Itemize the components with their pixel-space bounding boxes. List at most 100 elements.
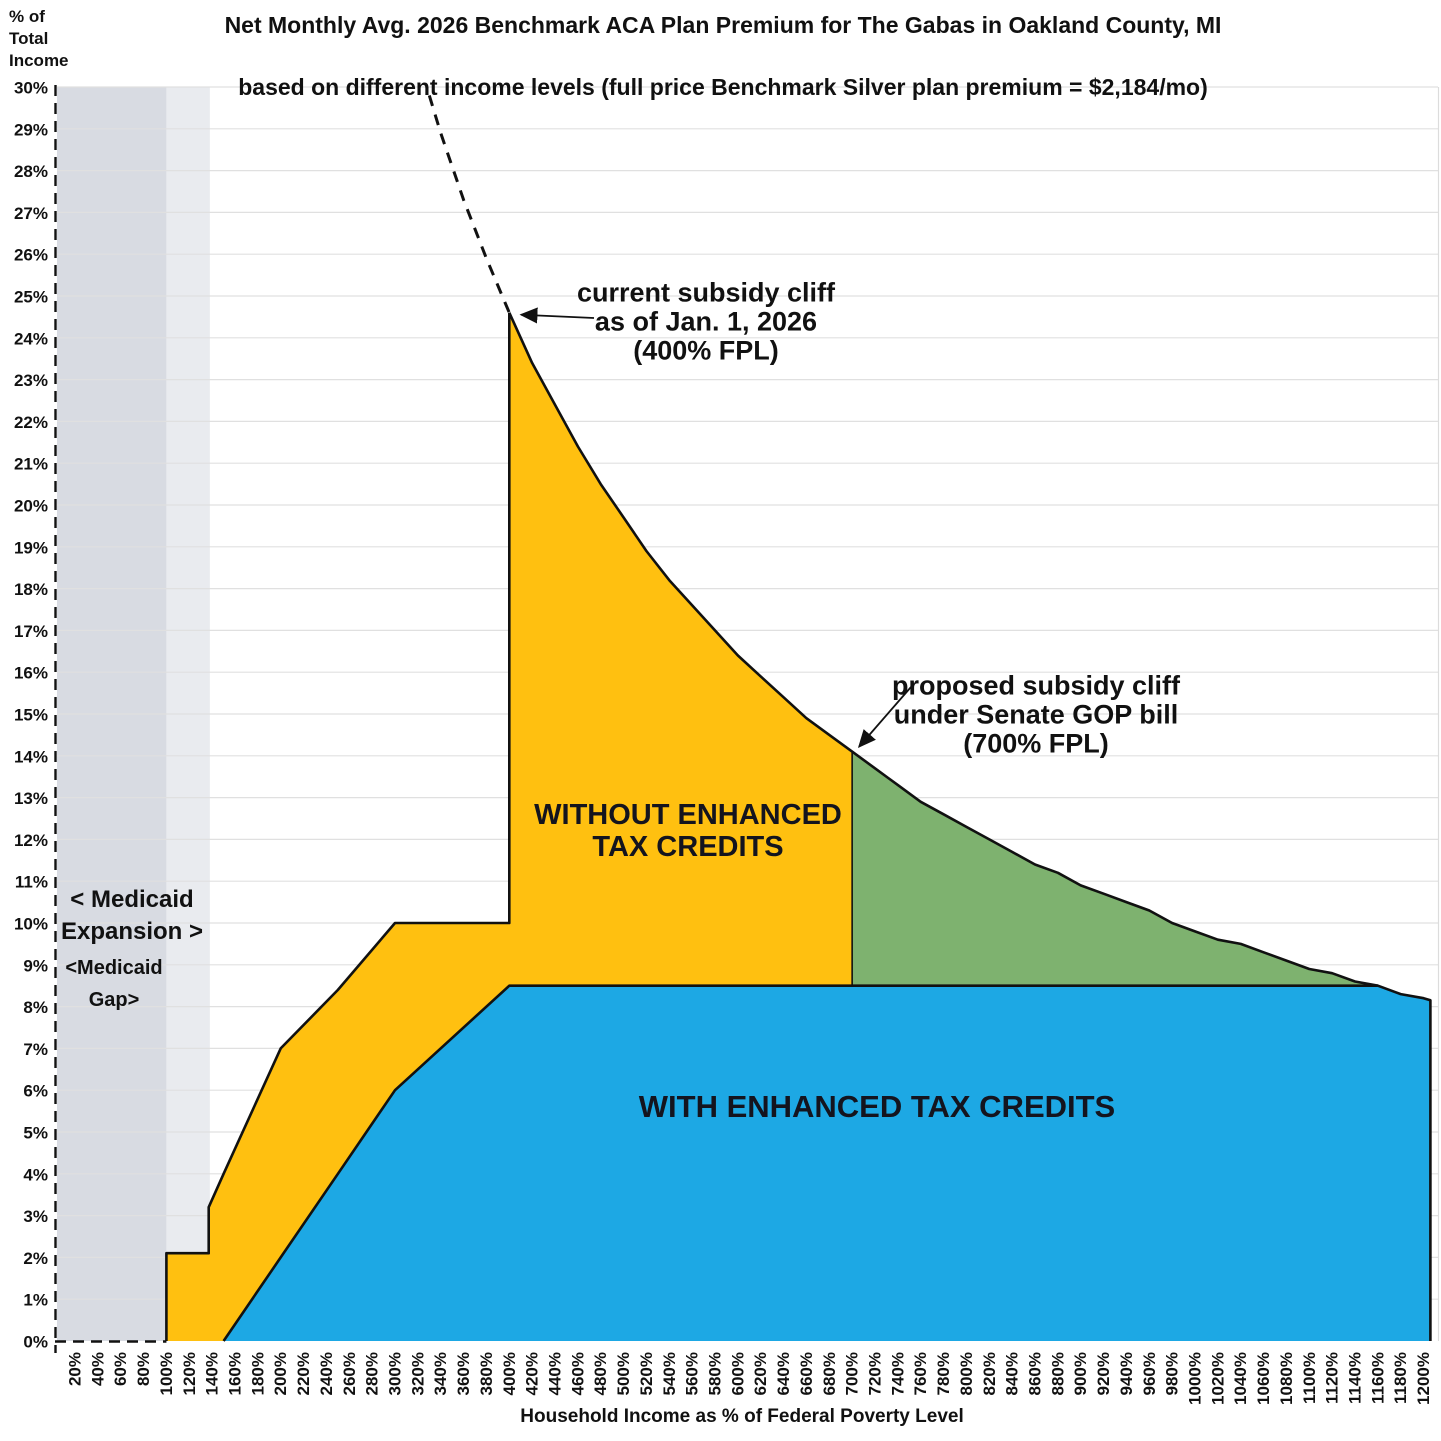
y-tick-label: 6% (23, 1082, 48, 1101)
full-price-curve-line (508, 312, 1432, 1341)
chart-title-line2: based on different income levels (full p… (238, 74, 1208, 100)
region-without-enhanced-credits (166, 312, 853, 1342)
y-tick-label: 22% (14, 413, 48, 432)
without-credits-boundary-line (165, 312, 511, 1341)
region-label-with-enhanced-credits: WITH ENHANCED TAX CREDITS (638, 1089, 1116, 1124)
y-tick-label: 12% (14, 831, 48, 850)
x-tick-label: 380% (477, 1352, 496, 1395)
x-tick-label: 1080% (1277, 1352, 1296, 1405)
x-tick-label: 40% (88, 1352, 107, 1386)
y-tick-label: 19% (14, 538, 48, 557)
x-tick-label: 280% (363, 1352, 382, 1395)
x-tick-label: 620% (751, 1352, 770, 1395)
x-tick-label: 740% (888, 1352, 907, 1395)
x-tick-label: 160% (226, 1352, 245, 1395)
x-tick-label: 100% (157, 1352, 176, 1395)
x-tick-label: 200% (271, 1352, 290, 1395)
y-tick-label: 23% (14, 371, 48, 390)
y-tick-label: 2% (23, 1249, 48, 1268)
x-tick-label: 360% (454, 1352, 473, 1395)
x-tick-label: 820% (980, 1352, 999, 1395)
y-tick-label: 24% (14, 329, 48, 348)
y-tick-label: 30% (14, 79, 48, 98)
x-tick-label: 140% (203, 1352, 222, 1395)
x-tick-label: 500% (614, 1352, 633, 1395)
x-tick-label: 400% (500, 1352, 519, 1395)
y-tick-label: 9% (23, 956, 48, 975)
x-tick-label: 940% (1117, 1352, 1136, 1395)
y-tick-label: 18% (14, 580, 48, 599)
y-tick-label: 13% (14, 789, 48, 808)
y-tick-label: 4% (23, 1165, 48, 1184)
x-tick-label: 1060% (1254, 1352, 1273, 1405)
y-tick-label: 26% (14, 246, 48, 265)
x-tick-label: 960% (1140, 1352, 1159, 1395)
region-with-enhanced-credits (223, 985, 1431, 1341)
y-tick-label: 17% (14, 622, 48, 641)
region-label-medicaid-gap: <Medicaid Gap> (65, 957, 163, 1011)
y-axis-title: % of Total Income (9, 7, 69, 70)
x-tick-label: 900% (1071, 1352, 1090, 1395)
x-tick-label: 880% (1048, 1352, 1067, 1395)
x-tick-label: 220% (294, 1352, 313, 1395)
x-tick-label: 1000% (1186, 1352, 1205, 1405)
x-tick-label: 1120% (1323, 1352, 1342, 1404)
x-tick-label: 260% (340, 1352, 359, 1395)
x-tick-label: 560% (683, 1352, 702, 1395)
y-tick-label: 7% (23, 1040, 48, 1059)
x-tick-label: 840% (1003, 1352, 1022, 1395)
y-tick-label: 11% (15, 873, 48, 892)
x-tick-label: 340% (431, 1352, 450, 1395)
chart-title-line1: Net Monthly Avg. 2026 Benchmark ACA Plan… (224, 12, 1222, 38)
x-tick-label: 300% (386, 1352, 405, 1395)
y-tick-label: 15% (14, 706, 48, 725)
x-tick-label: 720% (866, 1352, 885, 1395)
y-tick-label: 27% (14, 204, 48, 223)
x-tick-label: 80% (134, 1352, 153, 1386)
x-tick-label: 520% (637, 1352, 656, 1395)
y-tick-label: 25% (14, 288, 48, 307)
x-tick-label: 780% (934, 1352, 953, 1395)
x-tick-label: 1200% (1414, 1352, 1433, 1405)
x-tick-label: 1040% (1231, 1352, 1250, 1405)
x-tick-label: 20% (66, 1352, 85, 1386)
chart-title: Net Monthly Avg. 2026 Benchmark ACA Plan… (173, 10, 1273, 103)
y-tick-label: 28% (14, 162, 48, 181)
x-tick-label: 420% (523, 1352, 542, 1395)
x-tick-label: 1140% (1346, 1352, 1365, 1404)
y-tick-label: 0% (23, 1333, 48, 1352)
x-tick-label: 680% (820, 1352, 839, 1395)
y-tick-label: 10% (14, 915, 48, 934)
arrow-proposed-cliff (857, 686, 912, 748)
x-tick-label: 700% (843, 1352, 862, 1395)
y-tick-label: 5% (23, 1124, 48, 1143)
with-credits-boundary-line (222, 984, 1378, 1342)
x-tick-label: 440% (546, 1352, 565, 1395)
y-tick-label: 14% (14, 747, 48, 766)
y-tick-label: 16% (14, 664, 48, 683)
region-proposed-extension (852, 751, 1378, 986)
x-axis-title: Household Income as % of Federal Poverty… (520, 1406, 964, 1427)
y-tick-label: 29% (14, 120, 48, 139)
full-price-dashed-line (427, 94, 511, 314)
annotation-current-subsidy-cliff: current subsidy cliff as of Jan. 1, 2026… (576, 277, 836, 366)
x-tick-label: 60% (111, 1352, 130, 1386)
x-tick-label: 580% (706, 1352, 725, 1395)
y-tick-label: 20% (14, 497, 48, 516)
x-tick-label: 480% (591, 1352, 610, 1395)
annotation-proposed-subsidy-cliff: proposed subsidy cliff under Senate GOP … (891, 670, 1181, 759)
x-tick-label: 540% (660, 1352, 679, 1395)
x-tick-label: 760% (911, 1352, 930, 1395)
x-tick-label: 320% (408, 1352, 427, 1395)
x-tick-label: 460% (568, 1352, 587, 1395)
y-tick-label: 8% (23, 998, 48, 1017)
region-label-without-enhanced-credits: WITHOUT ENHANCED TAX CREDITS (534, 799, 842, 863)
region-label-medicaid-expansion: < Medicaid Expansion > (60, 886, 204, 945)
x-tick-label: 920% (1094, 1352, 1113, 1395)
x-tick-label: 660% (797, 1352, 816, 1395)
x-tick-label: 640% (774, 1352, 793, 1395)
y-tick-label: 1% (23, 1291, 48, 1310)
x-tick-label: 980% (1163, 1352, 1182, 1395)
